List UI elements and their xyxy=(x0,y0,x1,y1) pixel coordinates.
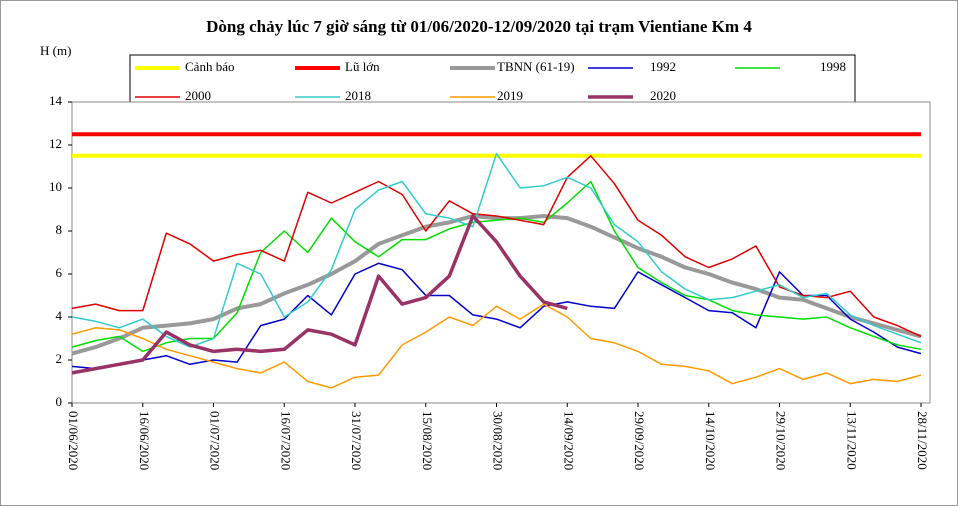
x-tick-label: 14/10/2020 xyxy=(703,411,718,470)
y-tick-label: 14 xyxy=(49,93,63,108)
x-tick-label: 31/07/2020 xyxy=(349,411,364,470)
x-tick-label: 29/09/2020 xyxy=(632,411,647,470)
legend-label: 2000 xyxy=(185,88,211,103)
x-tick-label: 14/09/2020 xyxy=(561,411,576,470)
y-tick-label: 2 xyxy=(56,351,63,366)
x-tick-label: 15/08/2020 xyxy=(420,411,435,470)
y-tick-label: 8 xyxy=(56,222,63,237)
series-line xyxy=(71,303,922,389)
x-tick-label: 28/11/2020 xyxy=(915,411,930,470)
series-line xyxy=(71,214,922,356)
y-axis-label: H (m) xyxy=(40,43,71,58)
y-tick-label: 4 xyxy=(56,308,63,323)
series-line xyxy=(71,262,922,370)
series-line xyxy=(71,214,568,375)
y-tick-label: 6 xyxy=(56,265,63,280)
legend-label: 2020 xyxy=(650,88,676,103)
series-line xyxy=(71,152,922,348)
x-tick-label: 13/11/2020 xyxy=(844,411,859,470)
x-tick-label: 29/10/2020 xyxy=(774,411,789,470)
legend-label: Cảnh báo xyxy=(185,59,234,74)
x-tick-label: 01/06/2020 xyxy=(66,411,81,470)
legend-label: 1992 xyxy=(650,59,676,74)
y-tick-label: 12 xyxy=(49,136,62,151)
series-line xyxy=(71,155,922,338)
x-tick-label: 16/06/2020 xyxy=(137,411,152,470)
chart-title: Dòng chảy lúc 7 giờ sáng từ 01/06/2020-1… xyxy=(206,17,752,36)
x-tick-label: 01/07/2020 xyxy=(208,411,223,470)
x-tick-label: 30/08/2020 xyxy=(491,411,506,470)
y-tick-label: 0 xyxy=(56,394,63,409)
legend-label: Lũ lớn xyxy=(345,59,380,74)
legend-label: 2018 xyxy=(345,88,371,103)
x-tick-label: 16/07/2020 xyxy=(278,411,293,470)
legend-label: TBNN (61-19) xyxy=(497,59,575,74)
legend-label: 1998 xyxy=(820,59,846,74)
legend-label: 2019 xyxy=(497,88,523,103)
y-tick-label: 10 xyxy=(49,179,62,194)
